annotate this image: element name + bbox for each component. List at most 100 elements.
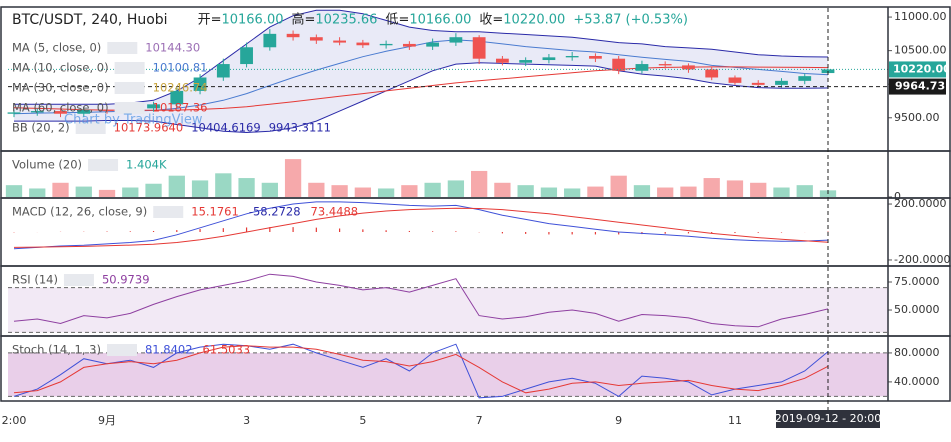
- candle-body: [728, 77, 742, 83]
- volume-bar: [122, 187, 139, 197]
- volume-bar: [494, 182, 511, 197]
- crosshair-tag-label: 9964.73: [895, 80, 945, 93]
- legend-icon: [106, 344, 137, 356]
- volume-bar: [261, 182, 278, 197]
- legend-value: 1.404K: [126, 158, 167, 172]
- legend-value: -58.2728: [249, 205, 301, 219]
- volume-bar: [52, 182, 69, 197]
- y-tick-label: 75.0000: [894, 275, 940, 288]
- y-tick-label: 200.0000: [894, 197, 947, 210]
- x-tick-label: 2:00: [2, 414, 27, 427]
- volume-bar: [29, 188, 46, 197]
- candle-body: [286, 33, 300, 38]
- candle-body: [449, 37, 463, 43]
- candle-body: [519, 60, 533, 63]
- volume-bar: [284, 159, 302, 197]
- candle-body: [682, 65, 695, 70]
- candle-body: [496, 58, 509, 63]
- candle-body: [147, 104, 160, 109]
- candle-body: [333, 40, 346, 43]
- indicator-name: MA (30, close, 0): [12, 81, 109, 95]
- volume-bar: [75, 186, 92, 197]
- candle-body: [402, 43, 416, 47]
- ohlc-value: 10166.00: [221, 13, 283, 28]
- candle-body: [7, 112, 21, 114]
- candle-body: [612, 58, 626, 71]
- volume-bar: [238, 178, 255, 197]
- legend-value: 61.5033: [203, 343, 251, 357]
- candle-body: [798, 76, 812, 81]
- candle-body: [705, 69, 719, 78]
- indicator-name: MA (5, close, 0): [12, 41, 101, 55]
- candle-body: [542, 57, 556, 61]
- y-tick-label: 10500.00: [894, 44, 947, 57]
- legend-icon: [114, 62, 145, 74]
- volume-bar: [424, 182, 441, 197]
- pane-frame: [0, 335, 951, 402]
- change-label: +53.87 (+0.53%): [573, 13, 688, 28]
- volume-bar: [633, 185, 651, 197]
- ohlc-label: 高=: [292, 12, 316, 28]
- x-tick-label: 11: [728, 414, 742, 427]
- volume-bar: [726, 180, 744, 197]
- candle-body: [309, 37, 323, 41]
- volume-bar: [354, 187, 371, 197]
- volume-bar: [5, 185, 23, 197]
- bb-value: 10173.9640: [114, 121, 184, 135]
- volume-bar: [657, 187, 674, 197]
- series-line: [13, 343, 829, 399]
- y-tick-label: 40.0000: [894, 375, 940, 388]
- bb-value: 10404.6169: [191, 121, 261, 135]
- ohlc-label: 开=: [198, 13, 222, 28]
- volume-bar: [98, 189, 116, 197]
- chart-title: BTC/USDT, 240, Huobi: [12, 12, 168, 28]
- candle-body: [426, 42, 440, 47]
- legend-title: MACD (12, 26, close, 9): [12, 205, 147, 219]
- candle-body: [77, 109, 91, 114]
- legend-icon: [153, 206, 184, 218]
- x-tick-label: 9: [615, 414, 622, 427]
- indicator-value: 10144.30: [145, 41, 200, 55]
- ohlc-value: 10166.00: [409, 13, 471, 28]
- y-tick-label: 9500.00: [894, 111, 940, 124]
- x-tick-label: 5: [359, 414, 366, 427]
- x-tick-label: 7: [476, 414, 483, 427]
- indicator-value: 10246.74: [153, 81, 208, 95]
- volume-bar: [447, 180, 465, 197]
- candle-body: [379, 43, 393, 46]
- legend-icon: [75, 122, 106, 134]
- candle-body: [240, 47, 253, 65]
- x-tick-label: 3: [243, 414, 250, 427]
- watermark: Chart by TradingView: [64, 113, 203, 128]
- candle-body: [589, 56, 602, 59]
- bb-upper: [14, 9, 829, 105]
- volume-bar: [587, 186, 604, 197]
- candle-body: [263, 33, 277, 48]
- ohlc-value: 10235.66: [315, 13, 377, 28]
- legend-icon: [114, 102, 145, 114]
- y-tick-label: 50.0000: [894, 303, 940, 316]
- candle-body: [751, 82, 765, 85]
- volume-bar: [168, 175, 185, 197]
- volume-bar: [680, 186, 697, 197]
- volume-bar: [377, 188, 395, 197]
- legend-icon: [114, 82, 145, 94]
- ohlc-label: 收=: [479, 13, 503, 28]
- volume-bar: [308, 182, 325, 197]
- legend-value: 73.4488: [311, 205, 359, 219]
- indicator-value: 10100.81: [153, 61, 208, 75]
- volume-bar: [215, 173, 232, 197]
- legend-icon: [107, 42, 138, 54]
- band: [8, 352, 888, 397]
- bb-name: BB (20, 2): [12, 121, 70, 135]
- candle-body: [54, 111, 67, 114]
- legend-title: Stoch (14, 1, 3): [12, 343, 101, 357]
- band: [8, 287, 888, 333]
- series-line: [13, 201, 829, 250]
- legend-icon: [63, 274, 94, 286]
- volume-bar: [750, 182, 767, 197]
- volume-bar: [191, 180, 209, 197]
- price-tag: [889, 61, 946, 78]
- volume-bar: [564, 188, 581, 197]
